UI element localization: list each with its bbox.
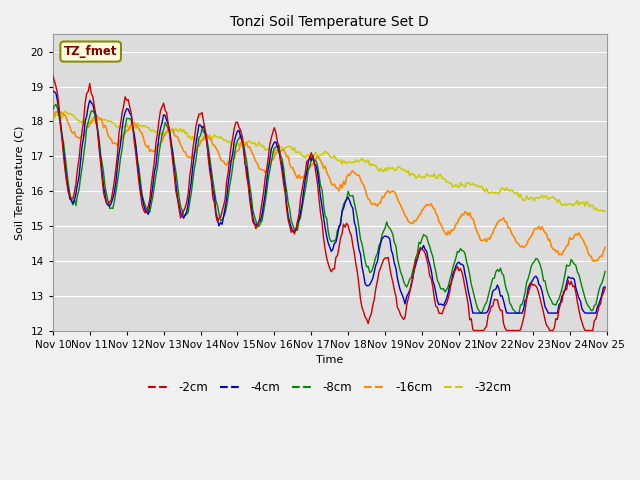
- Text: TZ_fmet: TZ_fmet: [64, 45, 117, 58]
- Y-axis label: Soil Temperature (C): Soil Temperature (C): [15, 125, 25, 240]
- X-axis label: Time: Time: [316, 355, 343, 365]
- Title: Tonzi Soil Temperature Set D: Tonzi Soil Temperature Set D: [230, 15, 429, 29]
- Legend: -2cm, -4cm, -8cm, -16cm, -32cm: -2cm, -4cm, -8cm, -16cm, -32cm: [143, 376, 516, 399]
